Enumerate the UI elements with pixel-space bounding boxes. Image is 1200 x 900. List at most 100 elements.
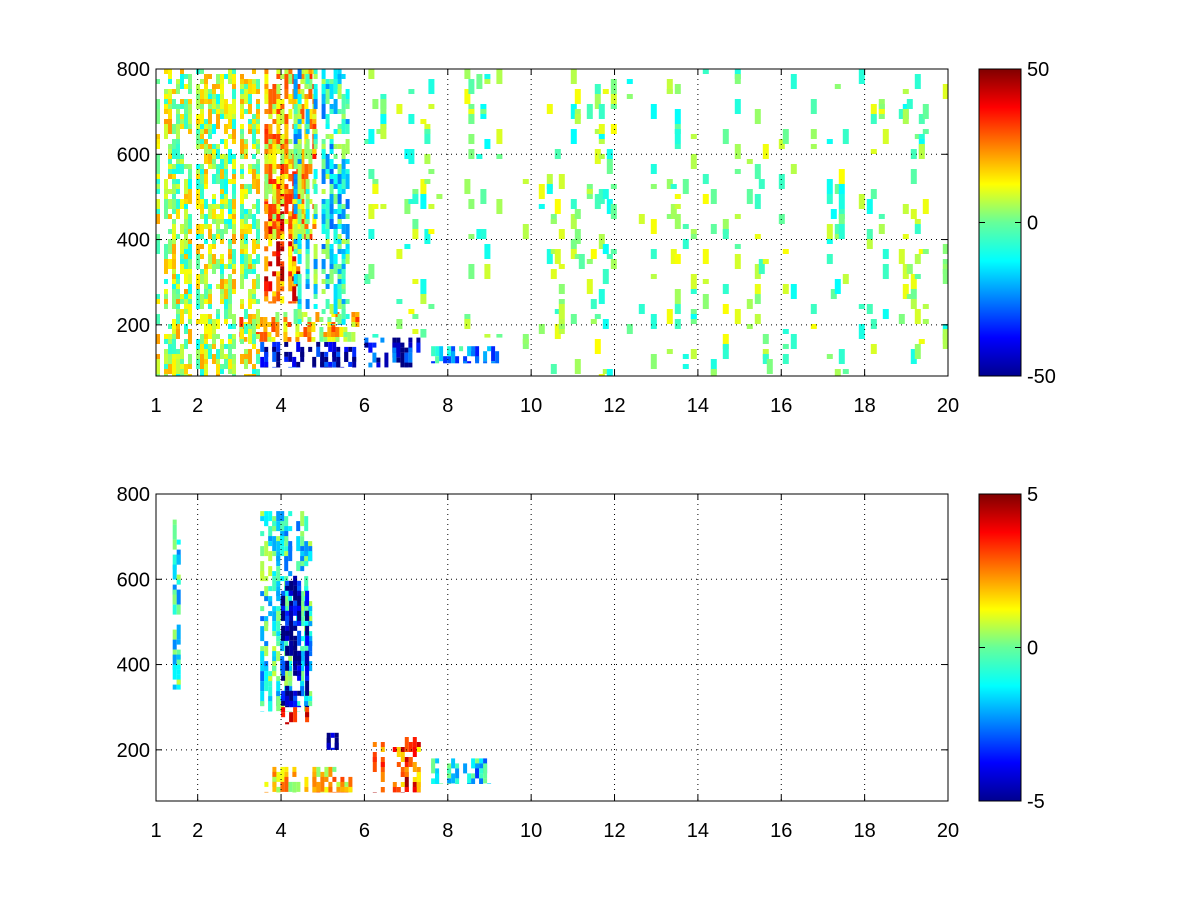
- heatmap-cell: [682, 364, 689, 369]
- heatmap-cell: [702, 279, 709, 284]
- heatmap-cell: [228, 289, 232, 304]
- heatmap-cell: [838, 184, 845, 194]
- heatmap-cell: [259, 317, 264, 327]
- heatmap-cell: [285, 695, 290, 706]
- heatmap-cell: [345, 119, 350, 124]
- heatmap-cell: [428, 304, 435, 309]
- heatmap-cell: [256, 299, 260, 304]
- heatmap-cell: [232, 374, 236, 376]
- heatmap-cell: [348, 786, 353, 792]
- heatmap-cell: [332, 766, 337, 772]
- heatmap-cell: [188, 214, 192, 229]
- heatmap-cell: [483, 351, 488, 362]
- heatmap-cell: [256, 79, 260, 84]
- heatmap-cell: [408, 362, 413, 368]
- heatmap-cell: [778, 174, 785, 189]
- heatmap-cell: [554, 249, 561, 264]
- heatmap-cell: [216, 84, 220, 89]
- heatmap-cell: [313, 274, 318, 289]
- heatmap-cell: [172, 539, 177, 550]
- heatmap-cell: [296, 219, 301, 234]
- heatmap-cell: [264, 221, 269, 232]
- heatmap-cell: [220, 209, 224, 224]
- heatmap-cell: [337, 289, 342, 304]
- heatmap-cell: [276, 74, 281, 79]
- heatmap-cell: [176, 159, 180, 164]
- heatmap-cell: [325, 174, 330, 179]
- heatmap-cell: [550, 219, 557, 224]
- heatmap-cell: [324, 341, 329, 347]
- heatmap-cell: [188, 359, 192, 364]
- heatmap-cell: [224, 74, 228, 79]
- heatmap-cell: [280, 641, 285, 652]
- heatmap-cell: [308, 621, 313, 627]
- heatmap-cell: [204, 99, 208, 104]
- heatmap-cell: [329, 134, 334, 139]
- heatmap-cell: [276, 696, 281, 712]
- heatmap-cell: [471, 773, 476, 779]
- heatmap-cell: [316, 766, 321, 777]
- heatmap-cell: [228, 359, 232, 374]
- heatmap-cell: [240, 139, 244, 154]
- heatmap-cell: [204, 299, 208, 304]
- heatmap-cell: [666, 214, 673, 219]
- heatmap-cell: [264, 154, 269, 164]
- heatmap-cell: [272, 119, 277, 124]
- heatmap-cell: [606, 254, 613, 259]
- heatmap-cell: [240, 329, 244, 344]
- heatmap-cell: [690, 314, 697, 319]
- heatmap-cell: [396, 249, 403, 259]
- heatmap-cell: [220, 179, 224, 194]
- heatmap-cell: [268, 541, 273, 547]
- x-axis-ticks: 1 2 4 6 8 10 12 14 16 18 20: [150, 69, 959, 417]
- heatmap-cell: [276, 361, 281, 368]
- heatmap-cell: [156, 314, 160, 324]
- heatmap-cell: [325, 124, 330, 129]
- heatmap-cell: [244, 324, 248, 334]
- heatmap-cell: [682, 354, 689, 359]
- heatmap-cell: [259, 332, 264, 342]
- heatmap-cell: [420, 119, 427, 124]
- heatmap-cell: [910, 289, 917, 299]
- colorbar-tick-label: 5: [1027, 484, 1038, 506]
- heatmap-cell: [275, 312, 280, 327]
- heatmap-cell: [284, 219, 289, 224]
- heatmap-cell: [918, 249, 925, 254]
- heatmap-cell: [168, 239, 172, 254]
- heatmap-cell: [464, 179, 471, 194]
- heatmap-cell: [268, 236, 273, 247]
- heatmap-cell: [156, 199, 160, 214]
- heatmap-cell: [172, 174, 176, 179]
- heatmap-cell: [216, 324, 220, 329]
- heatmap-cell: [340, 786, 345, 793]
- heatmap-cell: [420, 179, 427, 194]
- heatmap-cell: [200, 79, 204, 84]
- heatmap-cell: [674, 204, 681, 209]
- heatmap-cell: [305, 590, 310, 606]
- heatmap-cell: [176, 354, 180, 359]
- heatmap-cell: [666, 89, 673, 94]
- heatmap-cell: [325, 89, 330, 104]
- heatmap-cell: [910, 209, 917, 219]
- heatmap-cell: [216, 74, 220, 84]
- heatmap-cell: [212, 154, 216, 159]
- y-tick-label: 600: [117, 569, 150, 591]
- heatmap-cell: [232, 139, 236, 144]
- heatmap-cell: [487, 783, 492, 784]
- heatmap-cell: [256, 279, 260, 289]
- heatmap-cell: [289, 640, 294, 656]
- heatmap-cell: [702, 69, 709, 74]
- heatmap-cell: [404, 362, 409, 368]
- heatmap-cell: [280, 536, 285, 547]
- heatmap-cell: [268, 511, 273, 522]
- heatmap-cell: [420, 279, 427, 294]
- heatmap-cell: [439, 783, 444, 784]
- heatmap-cell: [311, 337, 316, 342]
- heatmap-cell: [404, 352, 409, 368]
- heatmap-cell: [256, 354, 260, 364]
- heatmap-cell: [333, 99, 338, 114]
- heatmap-cell: [331, 337, 336, 342]
- heatmap-cell: [866, 239, 873, 249]
- heatmap-cell: [554, 324, 561, 339]
- heatmap-cell: [297, 159, 302, 164]
